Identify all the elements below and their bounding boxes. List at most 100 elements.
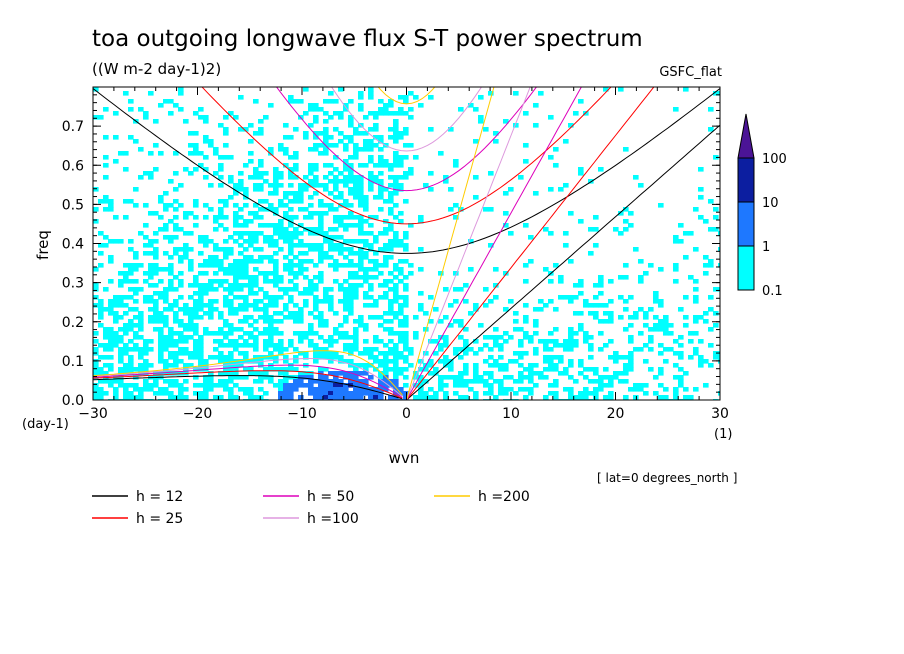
heatmap-cell: [373, 315, 379, 320]
heatmap-cell: [218, 207, 224, 212]
heatmap-cell: [373, 235, 379, 240]
heatmap-cell: [388, 383, 394, 388]
heatmap-cell: [463, 363, 469, 368]
heatmap-cell: [533, 307, 539, 312]
heatmap-cell: [148, 263, 154, 268]
heatmap-cell: [338, 195, 344, 200]
heatmap-cell: [233, 275, 239, 280]
heatmap-cell: [198, 115, 204, 120]
heatmap-cell: [358, 95, 364, 100]
heatmap-cell: [263, 279, 269, 284]
heatmap-cell: [288, 395, 294, 400]
heatmap-cell: [343, 135, 349, 140]
heatmap-cell: [388, 247, 394, 252]
heatmap-cell: [333, 179, 339, 184]
heatmap-cell: [143, 223, 149, 228]
heatmap-cell: [423, 391, 429, 396]
heatmap-cell: [163, 323, 169, 328]
heatmap-cell: [183, 303, 189, 308]
heatmap-cell: [493, 359, 499, 364]
heatmap-cell: [388, 287, 394, 292]
heatmap-cell: [253, 283, 259, 288]
heatmap-cell: [238, 375, 244, 380]
heatmap-cell: [553, 379, 559, 384]
heatmap-cell: [253, 183, 259, 188]
heatmap-cell: [443, 343, 449, 348]
heatmap-cell: [393, 139, 399, 144]
heatmap-cell: [488, 371, 494, 376]
heatmap-cell: [628, 339, 634, 344]
heatmap-cell: [328, 203, 334, 208]
heatmap-cell: [228, 363, 234, 368]
heatmap-cell: [453, 299, 459, 304]
heatmap-cell: [368, 267, 374, 272]
heatmap-cell: [308, 231, 314, 236]
heatmap-cell: [268, 191, 274, 196]
heatmap-cell: [223, 323, 229, 328]
heatmap-cell: [263, 339, 269, 344]
heatmap-cell: [403, 323, 409, 328]
heatmap-cell: [353, 347, 359, 352]
heatmap-cell: [233, 211, 239, 216]
heatmap-cell: [158, 311, 164, 316]
heatmap-cell: [413, 331, 419, 336]
heatmap-cell: [288, 391, 294, 396]
heatmap-cell: [328, 263, 334, 268]
heatmap-cell: [273, 311, 279, 316]
heatmap-cell: [143, 343, 149, 348]
heatmap-cell: [338, 111, 344, 116]
heatmap-cell: [243, 295, 249, 300]
heatmap-cell: [348, 335, 354, 340]
heatmap-cell: [658, 367, 664, 372]
heatmap-cell: [503, 191, 509, 196]
heatmap-cell: [408, 115, 414, 120]
heatmap-cell: [588, 303, 594, 308]
heatmap-cell: [468, 347, 474, 352]
heatmap-cell: [453, 375, 459, 380]
heatmap-cell: [118, 303, 124, 308]
heatmap-cell: [373, 127, 379, 132]
x-tick-label: 10: [502, 406, 520, 422]
colorbar-label: 1: [762, 240, 770, 255]
heatmap-cell: [93, 207, 99, 212]
heatmap-cell: [318, 231, 324, 236]
heatmap-cell: [128, 287, 134, 292]
heatmap-cell: [218, 315, 224, 320]
heatmap-cell: [228, 307, 234, 312]
heatmap-cell: [203, 387, 209, 392]
heatmap-cell: [113, 335, 119, 340]
heatmap-cell: [303, 299, 309, 304]
heatmap-cell: [248, 159, 254, 164]
heatmap-cell: [223, 379, 229, 384]
heatmap-cell: [543, 227, 549, 232]
dataset-label: GSFC_flat: [659, 65, 722, 80]
heatmap-cell: [133, 187, 139, 192]
heatmap-cell: [243, 271, 249, 276]
heatmap-cell: [368, 395, 374, 400]
heatmap-cell: [223, 295, 229, 300]
y-tick-label: 0.5: [62, 197, 84, 213]
heatmap-cell: [353, 143, 359, 148]
y-axis-label: freq: [34, 230, 52, 260]
colorbar-swatch: [737, 157, 755, 203]
heatmap-cell: [268, 207, 274, 212]
heatmap-cell: [158, 267, 164, 272]
heatmap-cell: [303, 291, 309, 296]
heatmap-cell: [288, 259, 294, 264]
heatmap-cell: [388, 395, 394, 400]
heatmap-cell: [358, 383, 364, 388]
heatmap-cell: [498, 387, 504, 392]
heatmap-cell: [498, 347, 504, 352]
heatmap-cell: [123, 271, 129, 276]
heatmap-cell: [238, 207, 244, 212]
heatmap-cell: [123, 275, 129, 280]
heatmap-cell: [403, 275, 409, 280]
heatmap-cell: [388, 167, 394, 172]
heatmap-cell: [393, 275, 399, 280]
heatmap-cell: [178, 335, 184, 340]
heatmap-cell: [368, 391, 374, 396]
heatmap-cell: [273, 259, 279, 264]
heatmap-cell: [108, 339, 114, 344]
heatmap-cell: [313, 163, 319, 168]
